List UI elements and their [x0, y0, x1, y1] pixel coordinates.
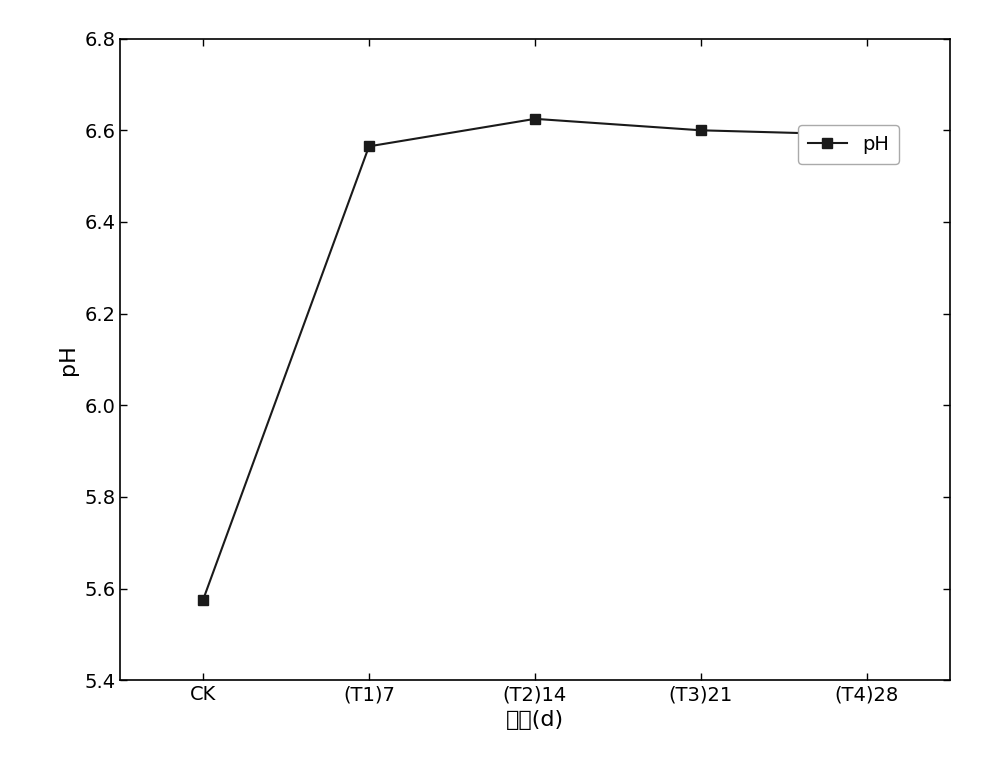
pH: [695, 126, 707, 135]
pH: [363, 141, 375, 151]
X-axis label: 时间(d): 时间(d): [506, 710, 564, 730]
Y-axis label: pH: pH: [58, 344, 78, 375]
pH: [861, 131, 873, 140]
pH: [529, 114, 541, 124]
Line: pH: pH: [198, 114, 872, 605]
pH: [197, 595, 209, 604]
Legend: pH: pH: [798, 125, 899, 164]
